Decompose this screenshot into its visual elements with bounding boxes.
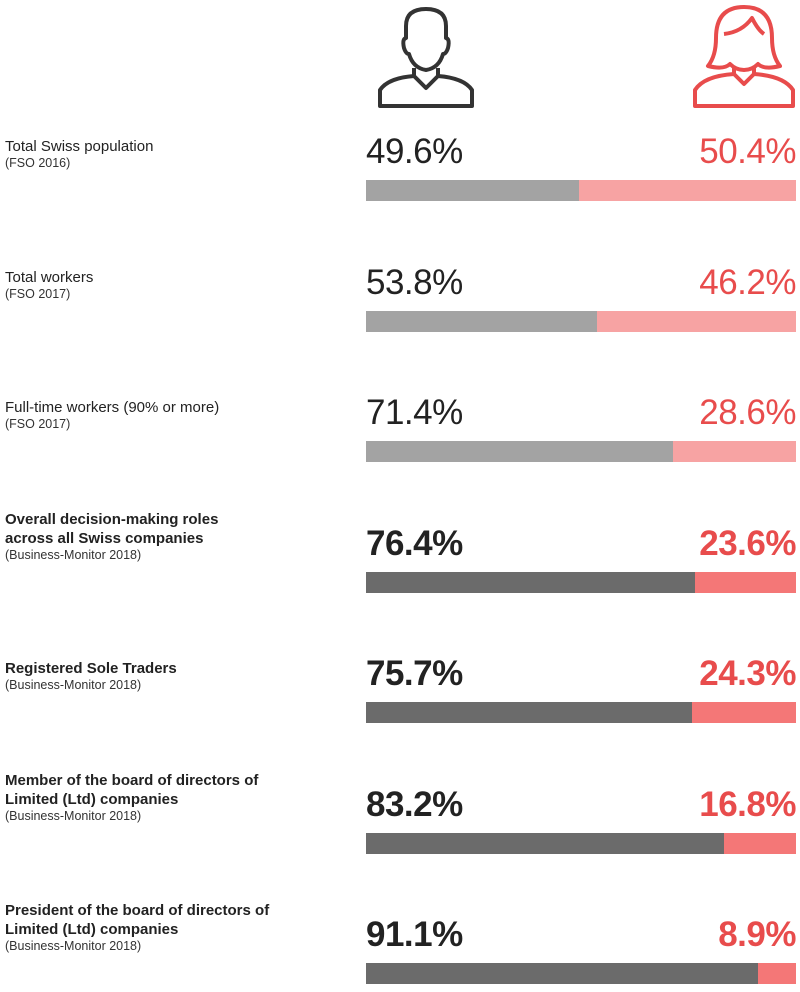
row-label: Total workers (FSO 2017) xyxy=(5,268,295,302)
category: Total Swiss population xyxy=(5,138,154,155)
source: (FSO 2017) xyxy=(5,417,71,431)
male-icon xyxy=(378,7,474,108)
value-label: 53.8% xyxy=(366,262,463,302)
bar-segment xyxy=(366,441,674,462)
source: (FSO 2016) xyxy=(5,156,71,170)
value-label: 71.4% xyxy=(366,393,463,432)
row-label: Overall decision-making roles across all… xyxy=(5,510,295,563)
value-label: 16.8% xyxy=(699,784,796,824)
bar-segment xyxy=(597,310,796,332)
value-label: 46.2% xyxy=(699,262,796,302)
value-label: 24.3% xyxy=(699,654,796,693)
bar-segment xyxy=(723,832,796,854)
bar-segment xyxy=(691,702,796,723)
bar-segment xyxy=(673,441,796,462)
female-icon xyxy=(693,5,795,108)
bar-segment xyxy=(694,571,796,593)
value-label: 49.6% xyxy=(366,132,463,171)
bar-segment xyxy=(366,310,598,332)
category: President of the board of directors of L… xyxy=(5,902,270,938)
source: (Business-Monitor 2018) xyxy=(5,547,142,562)
value-label: 91.1% xyxy=(366,915,463,954)
source: (FSO 2017) xyxy=(5,286,71,301)
category: Member of the board of directors of Limi… xyxy=(5,771,259,808)
bar-segment xyxy=(757,963,796,984)
bar-segment xyxy=(366,963,758,984)
category: Registered Sole Traders xyxy=(5,660,177,677)
category: Full-time workers (90% or more) xyxy=(5,399,220,416)
row-label: President of the board of directors of L… xyxy=(5,901,295,954)
row-label: Full-time workers (90% or more) (FSO 2017… xyxy=(5,398,295,432)
category: Total workers xyxy=(5,268,94,286)
row-label: Member of the board of directors of Limi… xyxy=(5,771,295,824)
value-label: 8.9% xyxy=(718,915,796,954)
bar-segment xyxy=(366,832,724,854)
row-label: Total Swiss population (FSO 2016) xyxy=(5,137,295,171)
value-label: 76.4% xyxy=(366,523,463,563)
bar-segment xyxy=(366,180,580,201)
category: Overall decision-making roles across all… xyxy=(5,510,219,547)
value-label: 75.7% xyxy=(366,654,463,693)
value-label: 28.6% xyxy=(699,393,796,432)
row-label: Registered Sole Traders (Business-Monitor… xyxy=(5,659,295,693)
value-label: 83.2% xyxy=(366,784,463,824)
bar-segment xyxy=(366,702,692,723)
bar-segment xyxy=(579,180,796,201)
source: (Business-Monitor 2018) xyxy=(5,808,142,823)
source: (Business-Monitor 2018) xyxy=(5,678,142,692)
value-label: 23.6% xyxy=(699,523,796,563)
source: (Business-Monitor 2018) xyxy=(5,939,142,953)
bar-segment xyxy=(366,571,695,593)
value-label: 50.4% xyxy=(699,132,796,171)
